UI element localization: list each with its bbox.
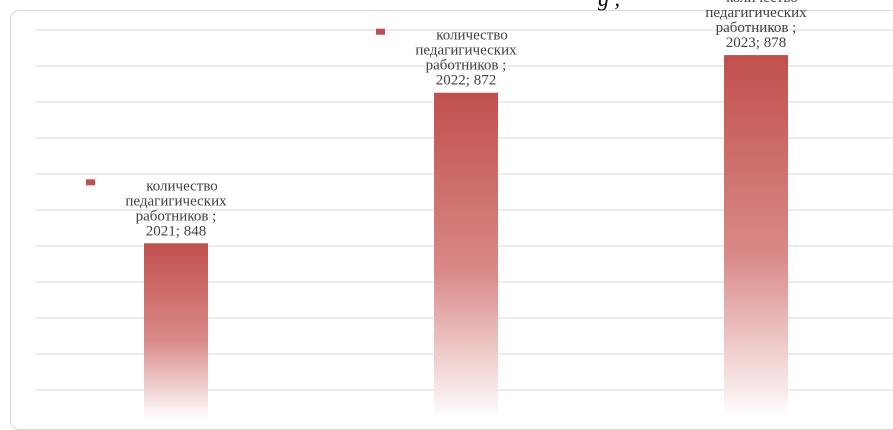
bar-2022 [434, 92, 498, 419]
legend-marker [86, 179, 95, 186]
bar-2021 [144, 243, 208, 419]
data-label-line: количество [436, 28, 508, 44]
bar-2023 [724, 55, 788, 419]
data-label-line: работников ; [136, 208, 217, 224]
data-label-line: 2022; 872 [436, 73, 496, 89]
title-fragment: g , [598, 0, 678, 11]
data-label-line: работников ; [426, 58, 507, 74]
data-label-line: работников ; [716, 20, 797, 36]
data-label-line: количество [146, 178, 218, 194]
data-label-line: 2023; 878 [726, 35, 786, 51]
data-label-line: педагигических [125, 193, 227, 209]
legend-marker [376, 28, 385, 35]
data-label-line: 2021; 848 [146, 223, 206, 239]
bars [144, 55, 788, 419]
data-label-line: педагигических [415, 43, 517, 59]
data-label-line: педагигических [705, 5, 807, 21]
data-label-line: количество [726, 0, 798, 6]
